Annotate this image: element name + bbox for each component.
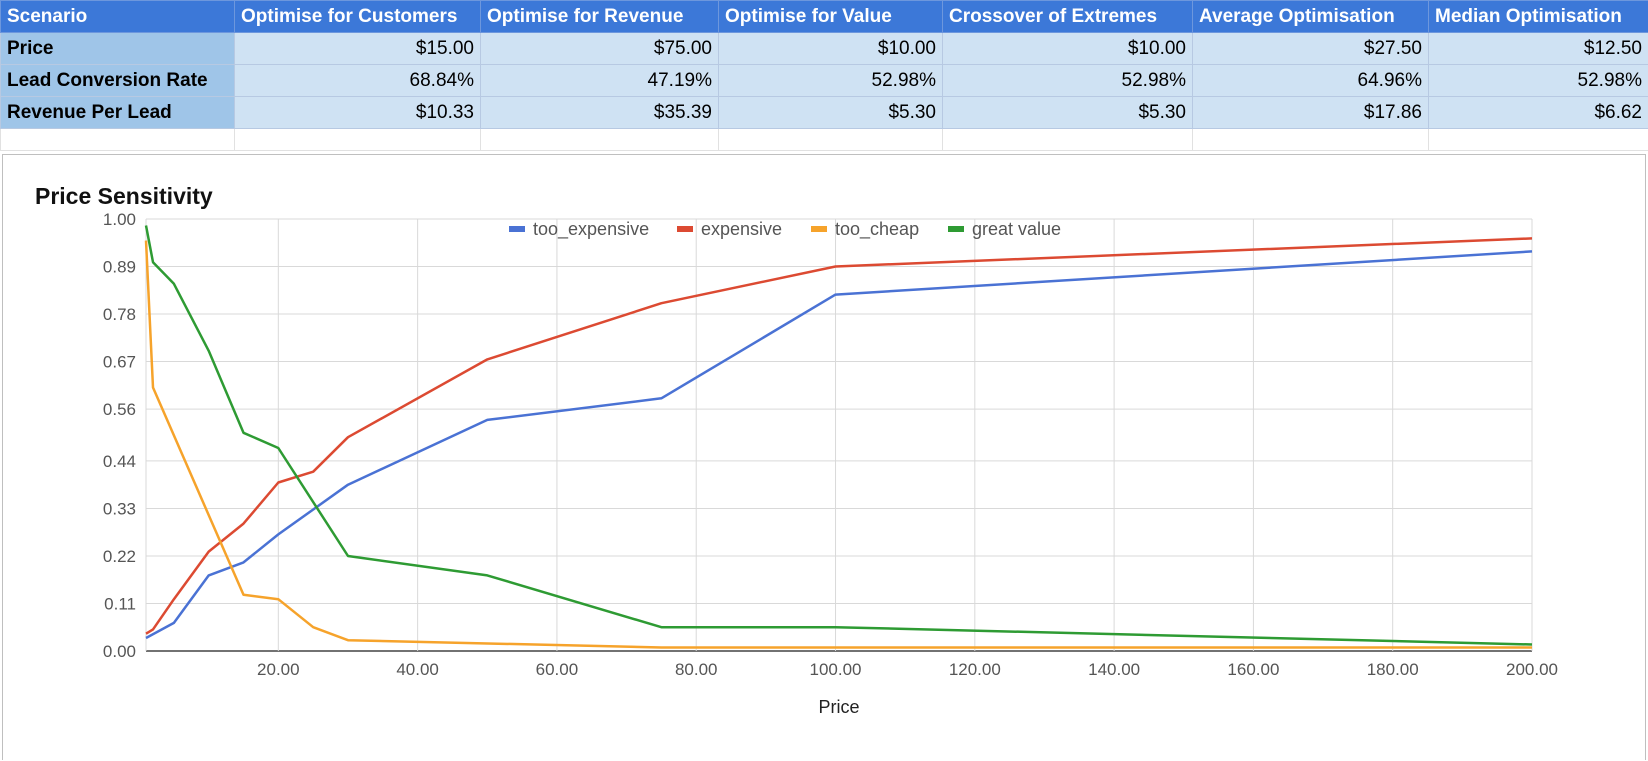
value-cell[interactable]: $27.50	[1193, 33, 1429, 65]
y-tick-label: 0.00	[103, 642, 136, 661]
value-cell[interactable]: $10.33	[235, 97, 481, 129]
value-cell[interactable]: $15.00	[235, 33, 481, 65]
y-tick-label: 0.78	[103, 305, 136, 324]
y-tick-label: 0.56	[103, 400, 136, 419]
x-tick-label: 140.00	[1088, 660, 1140, 679]
x-tick-label: 200.00	[1506, 660, 1558, 679]
value-cell[interactable]: $5.30	[943, 97, 1193, 129]
series-line-expensive[interactable]	[146, 238, 1532, 633]
x-tick-label: 40.00	[396, 660, 439, 679]
row-label-cell[interactable]: Price	[1, 33, 235, 65]
legend-swatch	[811, 226, 827, 232]
header-cell[interactable]: Median Optimisation	[1429, 1, 1648, 33]
value-cell[interactable]: $6.62	[1429, 97, 1648, 129]
legend-swatch	[677, 226, 693, 232]
x-tick-label: 60.00	[536, 660, 579, 679]
y-tick-label: 0.22	[103, 547, 136, 566]
header-cell[interactable]: Optimise for Revenue	[481, 1, 719, 33]
y-tick-label: 0.33	[103, 499, 136, 518]
x-tick-label: 20.00	[257, 660, 300, 679]
header-cell[interactable]: Scenario	[1, 1, 235, 33]
x-tick-label: 160.00	[1227, 660, 1279, 679]
value-cell[interactable]: $35.39	[481, 97, 719, 129]
series-line-too-cheap[interactable]	[146, 241, 1532, 648]
value-cell[interactable]: $12.50	[1429, 33, 1648, 65]
y-tick-label: 0.11	[104, 594, 136, 613]
empty-cell[interactable]	[1429, 129, 1648, 151]
value-cell[interactable]: 52.98%	[1429, 65, 1648, 97]
value-cell[interactable]: 64.96%	[1193, 65, 1429, 97]
empty-cell[interactable]	[719, 129, 943, 151]
value-cell[interactable]: $10.00	[719, 33, 943, 65]
legend-entry[interactable]: expensive	[701, 219, 782, 239]
x-tick-label: 180.00	[1367, 660, 1419, 679]
legend-swatch	[509, 226, 525, 232]
price-sensitivity-chart: 0.00 0.11 0.22 0.33 0.44 0.56 0.67 0.78 0.89 1.00…	[3, 155, 1647, 761]
y-tick-label: 0.67	[103, 353, 136, 372]
empty-cell[interactable]	[1193, 129, 1429, 151]
empty-cell[interactable]	[481, 129, 719, 151]
x-tick-label: 100.00	[810, 660, 862, 679]
x-tick-label: 80.00	[675, 660, 718, 679]
row-label-cell[interactable]: Lead Conversion Rate	[1, 65, 235, 97]
legend-swatch	[948, 226, 964, 232]
x-axis-label: Price	[818, 697, 859, 717]
blank-row	[1, 129, 1648, 151]
table-row: Revenue Per Lead$10.33$35.39$5.30$5.30$1…	[1, 97, 1648, 129]
legend-entry[interactable]: too_cheap	[835, 219, 919, 240]
value-cell[interactable]: 47.19%	[481, 65, 719, 97]
empty-cell[interactable]	[1, 129, 235, 151]
value-cell[interactable]: 68.84%	[235, 65, 481, 97]
value-cell[interactable]: 52.98%	[943, 65, 1193, 97]
legend-entry[interactable]: great value	[972, 219, 1061, 239]
value-cell[interactable]: $17.86	[1193, 97, 1429, 129]
y-tick-label: 0.44	[103, 452, 136, 471]
value-cell[interactable]: 52.98%	[719, 65, 943, 97]
row-label-cell[interactable]: Revenue Per Lead	[1, 97, 235, 129]
header-cell[interactable]: Average Optimisation	[1193, 1, 1429, 33]
empty-cell[interactable]	[943, 129, 1193, 151]
empty-cell[interactable]	[235, 129, 481, 151]
header-cell[interactable]: Optimise for Customers	[235, 1, 481, 33]
y-tick-label: 1.00	[103, 210, 136, 229]
header-cell[interactable]: Crossover of Extremes	[943, 1, 1193, 33]
header-cell[interactable]: Optimise for Value	[719, 1, 943, 33]
y-tick-label: 0.89	[103, 258, 136, 277]
legend-entry[interactable]: too_expensive	[533, 219, 649, 240]
x-tick-label: 120.00	[949, 660, 1001, 679]
value-cell[interactable]: $10.00	[943, 33, 1193, 65]
table-row: Price$15.00$75.00$10.00$10.00$27.50$12.5…	[1, 33, 1648, 65]
value-cell[interactable]: $5.30	[719, 97, 943, 129]
series-line-too-expensive[interactable]	[146, 251, 1532, 638]
value-cell[interactable]: $75.00	[481, 33, 719, 65]
